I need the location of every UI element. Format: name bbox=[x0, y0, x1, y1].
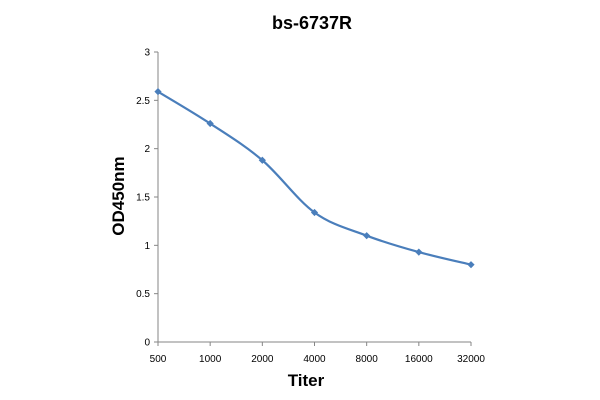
y-tick-label: 3 bbox=[144, 48, 150, 59]
y-tick-label: 1.5 bbox=[136, 193, 150, 204]
x-tick-label: 4000 bbox=[303, 354, 326, 365]
x-tick-label: 32000 bbox=[457, 354, 485, 365]
data-point bbox=[363, 232, 371, 240]
y-tick-label: 0.5 bbox=[136, 289, 150, 300]
y-axis-title: OD450nm bbox=[109, 156, 128, 235]
y-tick-label: 1 bbox=[144, 241, 150, 252]
x-axis-ticks: 500 1000 2000 4000 8000 16000 32000 bbox=[150, 342, 485, 365]
data-point bbox=[467, 261, 475, 269]
chart-title: bs-6737R bbox=[272, 13, 352, 33]
y-tick-label: 0 bbox=[144, 338, 150, 349]
x-tick-label: 1000 bbox=[199, 354, 222, 365]
data-point bbox=[154, 88, 162, 96]
data-point bbox=[206, 119, 214, 128]
series-layer bbox=[154, 88, 475, 269]
x-tick-label: 500 bbox=[150, 354, 167, 365]
x-tick-label: 8000 bbox=[356, 354, 379, 365]
data-point bbox=[310, 208, 319, 217]
data-point bbox=[258, 156, 266, 164]
x-axis-title: Titer bbox=[288, 371, 325, 390]
y-tick-label: 2.5 bbox=[136, 96, 150, 107]
series-line bbox=[157, 90, 472, 266]
x-tick-label: 16000 bbox=[405, 354, 433, 365]
y-axis-ticks: 0 0.5 1 1.5 2 2.5 3 bbox=[136, 48, 158, 349]
data-point bbox=[415, 248, 423, 256]
x-tick-label: 2000 bbox=[251, 354, 274, 365]
y-tick-label: 2 bbox=[144, 144, 150, 155]
